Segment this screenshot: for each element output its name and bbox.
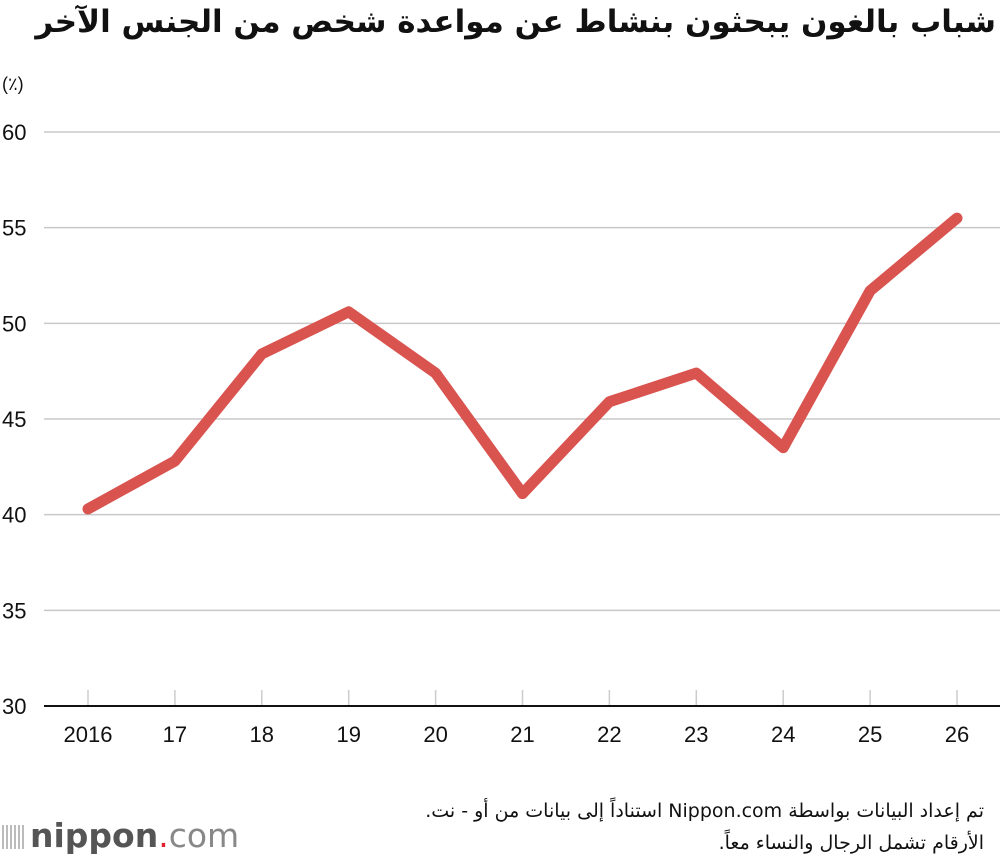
x-tick-label: 2016: [64, 722, 113, 747]
y-tick-label: 40: [2, 503, 26, 528]
logo-bars-icon: [2, 825, 24, 849]
x-tick-label: 20: [423, 722, 447, 747]
x-tick-label: 23: [684, 722, 708, 747]
chart-title: شباب بالغون يبحثون بنشاط عن مواعدة شخص م…: [35, 4, 996, 40]
y-tick-label: 35: [2, 598, 26, 623]
x-tick-label: 21: [510, 722, 534, 747]
x-tick-label: 26: [945, 722, 969, 747]
y-tick-label: 55: [2, 216, 26, 241]
y-axis-unit: (٪): [2, 74, 24, 94]
x-tick-label: 25: [858, 722, 882, 747]
y-tick-label: 45: [2, 407, 26, 432]
y-tick-label: 50: [2, 311, 26, 336]
y-tick-label: 60: [2, 120, 26, 145]
y-tick-label: 30: [2, 694, 26, 719]
x-tick-label: 19: [336, 722, 360, 747]
x-tick-label: 22: [597, 722, 621, 747]
x-tick-label: 17: [163, 722, 187, 747]
data-line: [82, 212, 963, 515]
source-note: تم إعداد البيانات بواسطة Nippon.com استن…: [425, 800, 984, 854]
x-tick-label: 24: [771, 722, 795, 747]
x-tick-label: 18: [250, 722, 274, 747]
nippon-logo: nippon.com: [2, 816, 239, 855]
